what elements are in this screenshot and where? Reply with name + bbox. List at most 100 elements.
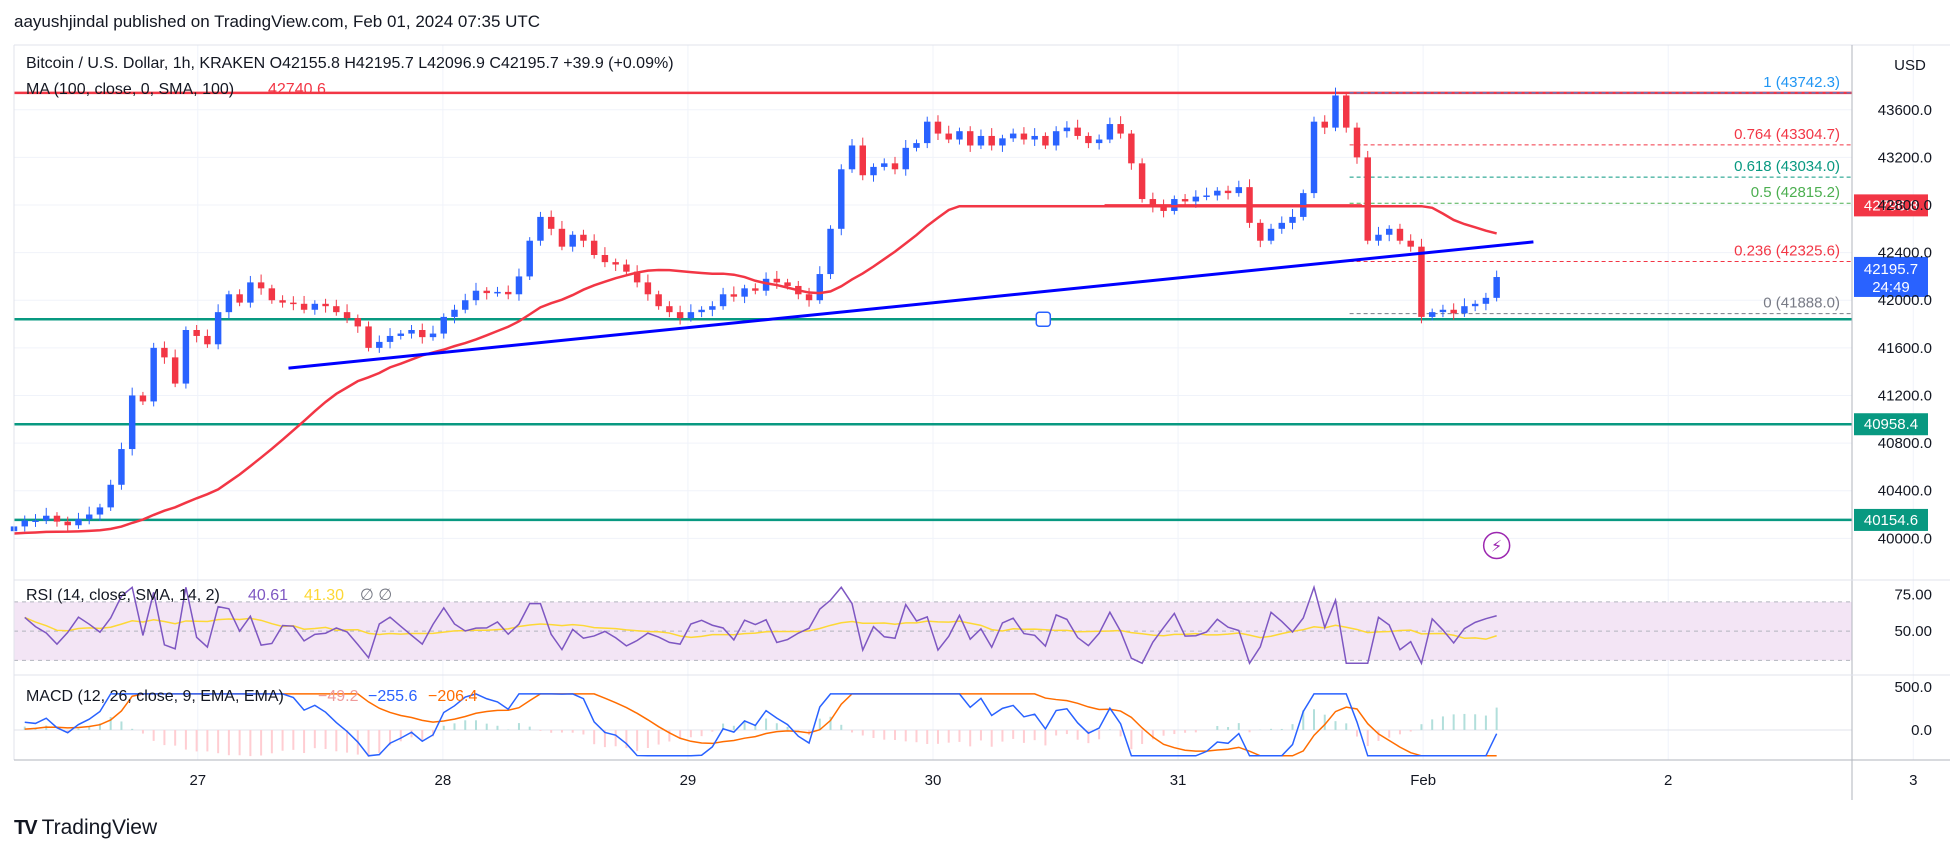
candle-body — [913, 143, 920, 148]
price-tick-label: 42400.0 — [1878, 245, 1932, 262]
candle-body — [1321, 121, 1328, 128]
candle-body — [343, 312, 351, 319]
time-tick-label: 2 — [1664, 772, 1672, 789]
candle-body — [440, 316, 447, 334]
candle-body — [1203, 195, 1210, 197]
price-tick-label: 40800.0 — [1878, 435, 1932, 452]
candle-body — [32, 520, 39, 522]
candle-body — [1385, 228, 1393, 235]
candle-body — [558, 228, 566, 247]
chart-axes: 43600.0 43200.0 42800.0 42400.0 42000.0 41600… — [13, 44, 1950, 800]
rsi-indicator-label: RSI (14, close, SMA, 14, 2) — [26, 587, 220, 604]
candle-body — [1181, 199, 1189, 202]
time-tick-label: Feb — [1410, 772, 1436, 789]
candle-body — [1020, 133, 1028, 140]
candle-body — [354, 318, 362, 327]
candle-body — [139, 395, 147, 402]
candle-body — [537, 216, 544, 241]
candle-body — [1353, 127, 1361, 158]
candle-body — [827, 228, 834, 275]
candle-body — [816, 274, 824, 301]
candle-body — [1106, 124, 1114, 140]
candle-body — [451, 309, 458, 317]
candle-body — [494, 291, 501, 294]
candle-body — [279, 300, 286, 303]
last-price-countdown: 24:49 — [1872, 279, 1910, 296]
candle-body — [504, 291, 512, 295]
rsi-line — [24, 584, 1497, 666]
candle-body — [193, 330, 200, 336]
candle-body — [999, 138, 1006, 146]
candle-body — [676, 312, 684, 319]
candle-body — [1009, 133, 1017, 139]
chart-canvas[interactable]: 40958.4 40154.6 42796.8 1 (43742.3) 0.764 (4… — [0, 0, 1950, 800]
time-tick-label: 31 — [1170, 772, 1187, 789]
moving-average-line — [13, 204, 1497, 535]
candle-body — [891, 163, 899, 170]
level-price-label: 40154.6 — [1864, 512, 1918, 529]
candle-body — [419, 330, 426, 338]
candle-body — [1428, 312, 1436, 317]
candle-body — [1332, 95, 1339, 128]
candle-body — [526, 240, 533, 277]
lightning-alert-icon — [1482, 531, 1511, 560]
price-pane[interactable]: 40958.4 40154.6 42796.8 1 (43742.3) 0.764 (4… — [10, 74, 1928, 560]
price-tick-label: 42800.0 — [1878, 197, 1932, 214]
candle-body — [719, 294, 727, 307]
candle-body — [1052, 131, 1060, 146]
macd-signal-value: −206.4 — [428, 688, 477, 705]
rsi-ma-line — [24, 616, 1497, 640]
candle-body — [376, 341, 383, 348]
candle-body — [1396, 228, 1404, 241]
candle-body — [408, 330, 415, 334]
candle-body — [859, 145, 866, 176]
candle-body — [365, 326, 372, 348]
candle-body — [161, 347, 168, 358]
rsi-pane[interactable] — [14, 584, 1852, 666]
candle-body — [547, 216, 555, 229]
candle-body — [709, 306, 716, 310]
candle-body — [311, 303, 319, 310]
candle-body — [805, 294, 813, 301]
time-tick-label: 27 — [189, 772, 206, 789]
candle-body — [773, 278, 781, 283]
candle-body — [290, 302, 297, 305]
candle-body — [1117, 124, 1124, 134]
candle-body — [580, 234, 587, 241]
candle-body — [75, 519, 82, 526]
tradingview-logo-icon: TV — [14, 816, 38, 839]
tradingview-brand[interactable]: TV TradingView — [14, 816, 157, 840]
publisher-header: aayushjindal published on TradingView.co… — [14, 12, 541, 31]
candle-body — [472, 290, 480, 301]
candle-body — [128, 395, 136, 450]
candle-body — [171, 357, 179, 384]
fib-level-label: 0 (41888.0) — [1763, 295, 1840, 312]
candle-body — [881, 163, 888, 167]
lightning-glyph-icon: ⚡ — [1491, 538, 1502, 555]
candle-body — [53, 515, 61, 522]
trend-line — [288, 240, 1534, 370]
candle-body — [698, 309, 705, 313]
price-axis-currency: USD — [1894, 57, 1926, 74]
candle-body — [1439, 309, 1447, 313]
time-tick-label: 30 — [925, 772, 942, 789]
candle-body — [43, 515, 50, 521]
candle-body — [956, 131, 963, 140]
price-tick-label: 41600.0 — [1878, 340, 1932, 357]
macd-pane[interactable] — [14, 693, 1852, 757]
candle-body — [1310, 121, 1318, 194]
candle-body — [870, 166, 877, 176]
candle-body — [966, 131, 974, 146]
candle-body — [902, 147, 909, 170]
candle-body — [182, 330, 190, 384]
last-price-value: 42195.7 — [1864, 261, 1918, 278]
candle-body — [247, 282, 254, 303]
candle-body — [569, 234, 576, 247]
macd-histogram-value: −49.2 — [318, 688, 359, 705]
candle-body — [1482, 297, 1490, 304]
candle-body — [1128, 133, 1135, 164]
candle-body — [150, 347, 157, 402]
candle-body — [1267, 228, 1275, 241]
fib-level-label: 1 (43742.3) — [1763, 74, 1840, 91]
candle-body — [483, 290, 490, 294]
